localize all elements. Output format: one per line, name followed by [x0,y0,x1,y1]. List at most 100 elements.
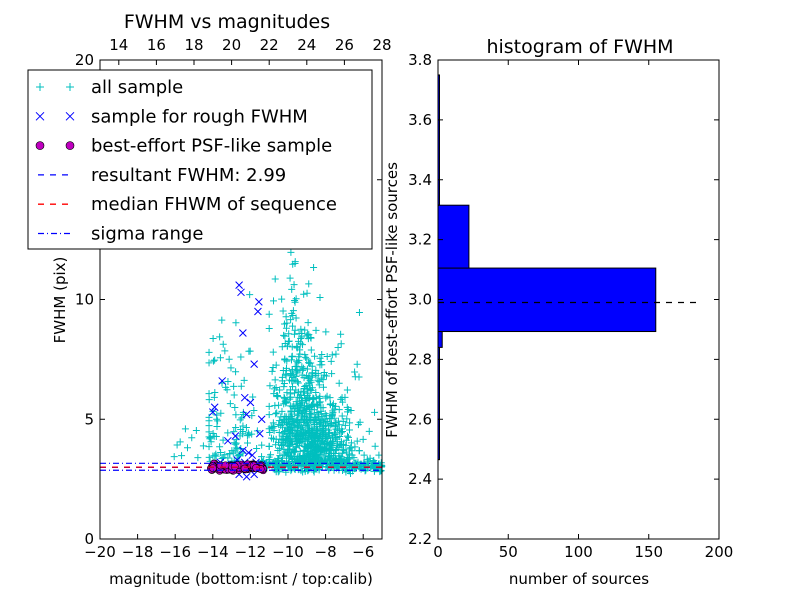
all-sample-point [249,393,257,401]
all-sample-point [192,426,200,434]
all-sample-point [303,391,311,399]
legend: all sample sample for rough FWHM best-effo… [27,69,373,250]
all-sample-point [332,455,340,463]
all-sample-point [308,402,316,410]
all-sample-point [271,376,279,384]
all-sample-point [178,452,186,460]
all-sample-point [224,429,232,437]
all-sample-point [276,386,284,394]
all-sample-point [221,451,229,459]
all-sample-point [334,440,342,448]
all-sample-point [339,428,347,436]
histogram-bar [437,204,470,269]
x-tick-label: −16 [159,543,191,561]
y-tick-label: 0 [84,530,94,548]
all-sample-point [275,421,283,429]
all-sample-point [265,402,273,410]
all-sample-point [270,385,278,393]
all-sample-point [317,459,325,467]
all-sample-point [344,454,352,462]
all-sample-point [339,446,347,454]
all-sample-point [343,415,351,423]
all-sample-point [342,458,350,466]
all-sample-point [291,326,299,334]
rough-fwhm-point [248,451,257,460]
all-sample-point [302,406,310,414]
all-sample-point [332,445,340,453]
all-sample-point [294,421,302,429]
all-sample-point [365,427,373,435]
all-sample-point [283,449,291,457]
all-sample-point [295,436,303,444]
all-sample-point [327,357,335,365]
all-sample-point [250,406,258,414]
y-tick-label: 10 [75,291,94,309]
all-sample-point [319,404,327,412]
all-sample-point [329,409,337,417]
all-sample-point [205,413,213,421]
all-sample-point [305,280,313,288]
all-sample-point [344,433,352,441]
legend-label: best-effort PSF-like sample [91,136,332,157]
all-sample-point [332,425,340,433]
all-sample-point [258,453,266,461]
x-tick-label: 150 [634,543,663,561]
all-sample-point [253,445,261,453]
x-tick-label: −8 [315,543,337,561]
all-sample-point [346,419,354,427]
rough-fwhm-point [242,472,251,481]
legend-circle-icon [65,141,75,150]
all-sample-point [278,343,286,351]
all-sample-point [355,373,363,381]
all-sample-point [269,419,277,427]
all-sample-point [303,444,311,452]
all-sample-point [305,452,313,460]
all-sample-point [287,407,295,415]
all-sample-point [283,342,291,350]
all-sample-point [301,326,309,334]
all-sample-point [283,389,291,397]
x-tick-label: −20 [84,543,116,561]
all-sample-point [281,332,289,340]
all-sample-point [356,418,364,426]
all-sample-point [307,441,315,449]
all-sample-point [295,353,303,361]
all-sample-point [339,417,347,425]
all-sample-point [281,412,289,420]
all-sample-point [237,382,245,390]
all-sample-point [312,372,320,380]
all-sample-point [239,408,247,416]
all-sample-point [276,435,284,443]
all-sample-point [328,420,336,428]
y-tick-label: 3.6 [408,111,432,129]
all-sample-point [316,436,324,444]
all-sample-point [272,458,280,466]
rough-fwhm-point [237,288,245,297]
all-sample-point [312,389,320,397]
y-tick-label: 2.2 [408,530,432,548]
all-sample-point [188,434,196,442]
all-sample-point [359,435,367,443]
all-sample-point [227,364,235,372]
all-sample-point [321,431,329,439]
all-sample-point [205,443,213,451]
all-sample-point [211,389,219,397]
legend-plus-icon [36,83,44,91]
all-sample-point [298,363,306,371]
all-sample-point [325,430,333,438]
all-sample-point [287,248,295,256]
all-sample-point [291,259,299,267]
top-x-tick-label: 18 [184,36,203,54]
all-sample-point [173,441,181,449]
all-sample-point [232,319,240,327]
y-tick-label: 3.8 [408,51,432,69]
all-sample-point [176,438,184,446]
rough-fwhm-point [210,403,219,412]
y-tick-label: 20 [75,51,94,69]
all-sample-point [310,413,318,421]
psf-like-point [230,462,239,471]
all-sample-point [291,389,299,397]
psf-like-point [209,464,217,473]
x-tick-label: 50 [499,543,518,561]
all-sample-point [219,340,227,348]
